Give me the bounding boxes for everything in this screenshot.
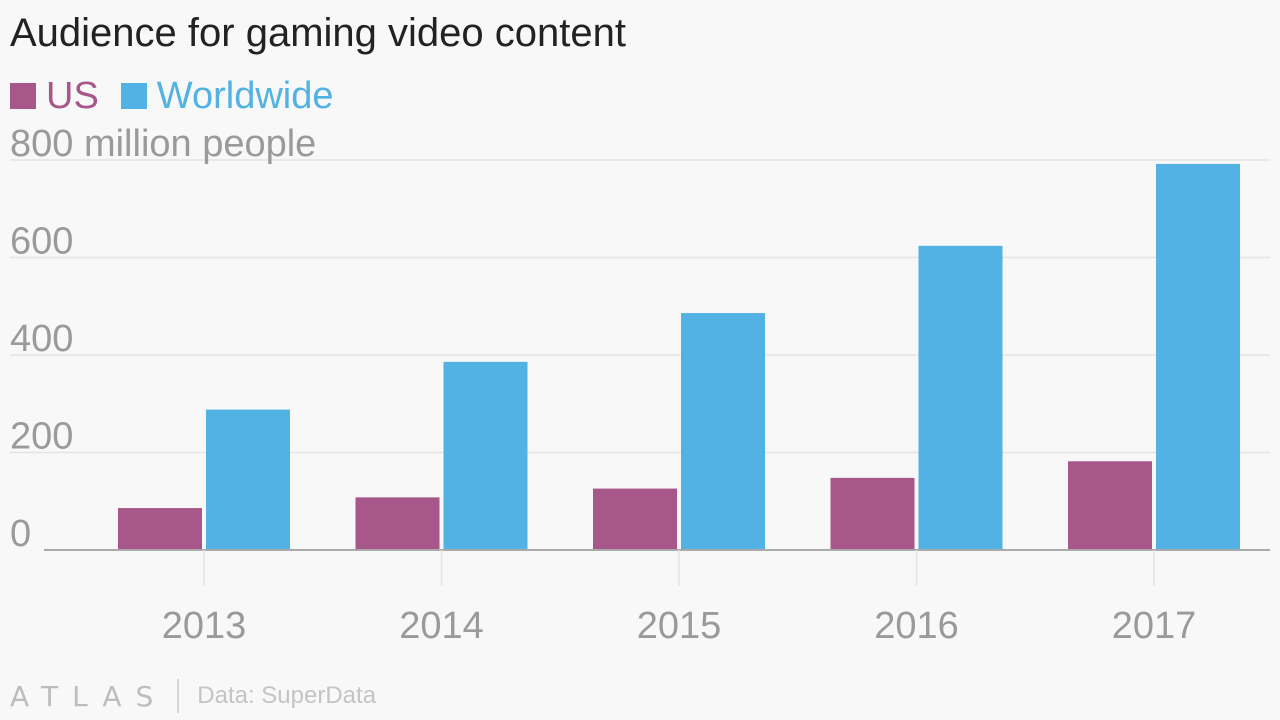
x-tick-label: 2013 (162, 605, 247, 647)
legend: US Worldwide (10, 74, 356, 118)
y-tick-label: 0 (10, 513, 31, 555)
x-tick-label: 2014 (399, 605, 484, 647)
chart-title: Audience for gaming video content (10, 11, 626, 55)
footer: ATLAS Data: SuperData (10, 678, 376, 714)
source-note: Data: SuperData (197, 682, 377, 709)
bar-us (593, 488, 677, 550)
legend-item-us: US (10, 75, 99, 118)
x-tick-label: 2017 (1112, 605, 1197, 647)
x-tick-label: 2015 (637, 605, 722, 647)
bar-us (1068, 461, 1152, 550)
bar-us (355, 497, 440, 550)
x-tick-label: 2016 (874, 605, 959, 647)
legend-label-us: US (46, 74, 99, 117)
footer-divider (177, 679, 180, 713)
y-tick-label: 200 (10, 416, 73, 458)
legend-swatch-worldwide (120, 83, 147, 109)
bar-worldwide (1156, 163, 1240, 550)
bar-worldwide (443, 361, 528, 550)
bar-worldwide (918, 245, 1003, 551)
bar-worldwide (206, 409, 290, 550)
y-tick-label: 400 (10, 318, 73, 360)
bar-us (830, 477, 915, 550)
bar-us (118, 508, 202, 550)
legend-label-worldwide: Worldwide (156, 74, 334, 117)
bar-worldwide (681, 313, 765, 550)
atlas-logo: ATLAS (10, 679, 168, 713)
y-tick-label: 600 (10, 221, 73, 263)
legend-item-worldwide: Worldwide (120, 74, 334, 118)
legend-swatch-us (10, 83, 36, 109)
y-tick-label: 800 million people (10, 123, 316, 165)
